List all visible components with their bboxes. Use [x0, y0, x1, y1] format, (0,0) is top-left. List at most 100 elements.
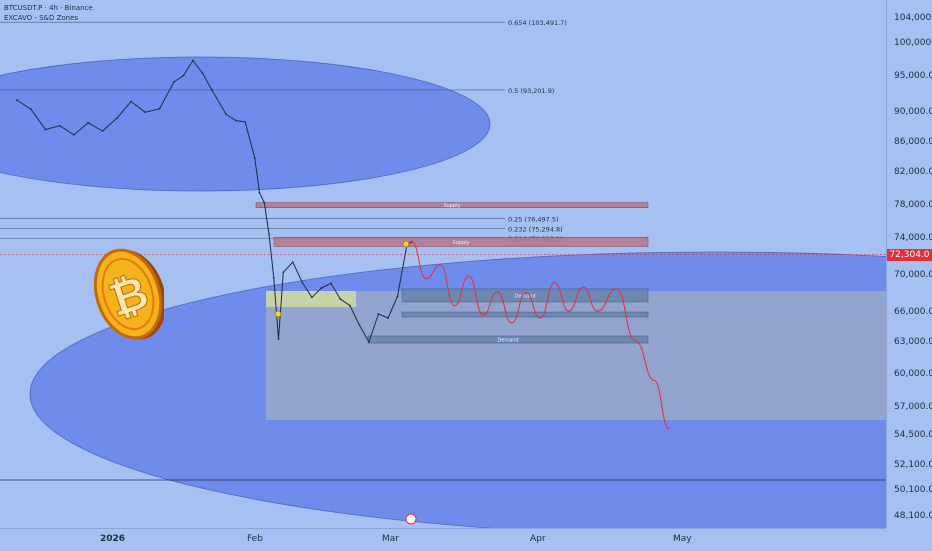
price-point [301, 281, 304, 284]
price-point [377, 313, 380, 315]
price-tick-label: 90,000.0 [894, 107, 932, 117]
projection-line [411, 241, 670, 429]
fib-level-label: 0.25 (76,497.5) [508, 215, 559, 223]
plot-area[interactable]: 0.654 (103,491.7) 0.5 (93,201.9) 0.25 (76,… [0, 0, 886, 528]
price-point [349, 304, 351, 307]
price-point [73, 133, 75, 136]
price-point [244, 121, 247, 123]
price-tick-label: 50,100.0 [894, 485, 932, 495]
upper-ellipse [0, 56, 491, 192]
yellow-box [266, 291, 356, 307]
price-tick-label: 95,000.0 [894, 71, 932, 81]
projection-point [596, 310, 598, 312]
price-point [44, 128, 47, 131]
projection-point [525, 292, 527, 294]
price-point [101, 130, 104, 132]
price-point [201, 72, 204, 74]
price-point [291, 261, 294, 264]
price-point [87, 121, 90, 124]
price-point [253, 157, 256, 159]
range-box [266, 291, 886, 420]
signal-marker[interactable] [402, 240, 410, 248]
fib-level-label: 0.5 (93,201.9) [508, 87, 554, 95]
signal-marker[interactable] [274, 310, 282, 318]
price-point [320, 287, 323, 289]
price-point [268, 233, 270, 235]
zone-layer: Supply Supply Demand Demand [255, 202, 649, 344]
projection-point [539, 317, 541, 319]
price-point [58, 124, 61, 127]
price-point [387, 317, 389, 319]
fib-level-label: 0.654 (103,491.7) [508, 19, 567, 27]
price-point [234, 119, 237, 122]
price-tick-label: 82,000.0 [894, 167, 932, 177]
symbol-line: BTCUSDT.P · 4h · Binance [4, 4, 93, 12]
supply-zone [255, 202, 649, 208]
event-flag-icon[interactable] [405, 513, 417, 525]
projection-point [582, 286, 584, 288]
time-axis[interactable]: 2026 Feb Mar Apr May [0, 528, 886, 551]
projection-point [668, 427, 670, 429]
projection-layer [411, 241, 670, 429]
demand-zone [401, 311, 649, 318]
price-tick-label: 70,000.0 [894, 270, 932, 280]
price-point [172, 81, 175, 83]
projection-point [511, 322, 513, 324]
projection-point [468, 275, 470, 277]
price-point [329, 282, 332, 285]
zone-label: Supply [443, 203, 460, 209]
projection-point [425, 278, 427, 280]
zone-label: Demand [514, 293, 535, 299]
time-tick-label: Apr [530, 534, 546, 544]
price-point [15, 99, 18, 101]
projection-point [439, 264, 441, 266]
projection-point [454, 305, 456, 307]
price-point [396, 295, 399, 298]
price-tick-label: 86,000.0 [894, 137, 932, 147]
projection-point [615, 288, 617, 290]
price-point [115, 117, 118, 120]
price-point [130, 100, 132, 103]
price-line [16, 60, 413, 343]
projection-point [411, 241, 413, 243]
price-tick-label: 74,000.0 [894, 233, 932, 243]
marker-layer [274, 240, 417, 525]
price-point [368, 341, 370, 343]
fib-level-label: 0.232 (75,294.8) [508, 225, 563, 233]
projection-point [653, 379, 656, 382]
price-tick-label: 63,000.0 [894, 337, 932, 347]
time-tick-label: May [673, 534, 692, 544]
price-tick-label: 66,000.0 [894, 307, 932, 317]
price-point [282, 271, 285, 274]
price-axis[interactable]: 104,000.0 100,000.0 95,000.0 90,000.0 86,000… [886, 0, 932, 528]
price-point [182, 74, 185, 77]
price-point [191, 59, 194, 62]
supply-zone [273, 237, 649, 247]
price-tick-label: 54,500.0 [894, 430, 932, 440]
price-tick-label: 104,000.0 [894, 13, 932, 23]
projection-point [482, 314, 484, 316]
price-tick-label: 52,100.0 [894, 460, 932, 470]
indicator-line: EXCAVO - S&D Zones [4, 14, 79, 22]
bitcoin-coin-icon: ₿ [93, 248, 164, 340]
time-tick-label: Mar [382, 534, 399, 544]
price-point [30, 108, 33, 111]
projection-point [496, 291, 499, 293]
price-tick-label: 48,100.0 [894, 511, 932, 521]
price-tick-label: 78,000.0 [894, 200, 932, 210]
demand-zone [401, 288, 649, 303]
price-point [263, 201, 266, 204]
time-tick-label: 2026 [100, 534, 126, 544]
price-tick-label: 100,000.0 [894, 38, 932, 48]
projection-point [634, 340, 637, 342]
projection-point [553, 281, 556, 284]
price-point [158, 107, 161, 110]
projection-point [568, 310, 570, 312]
price-tick-label: 60,000.0 [894, 369, 932, 379]
price-point [211, 89, 213, 91]
price-point [310, 296, 313, 299]
price-point [258, 191, 261, 194]
zone-label: Demand [497, 338, 518, 344]
price-point [339, 298, 342, 301]
